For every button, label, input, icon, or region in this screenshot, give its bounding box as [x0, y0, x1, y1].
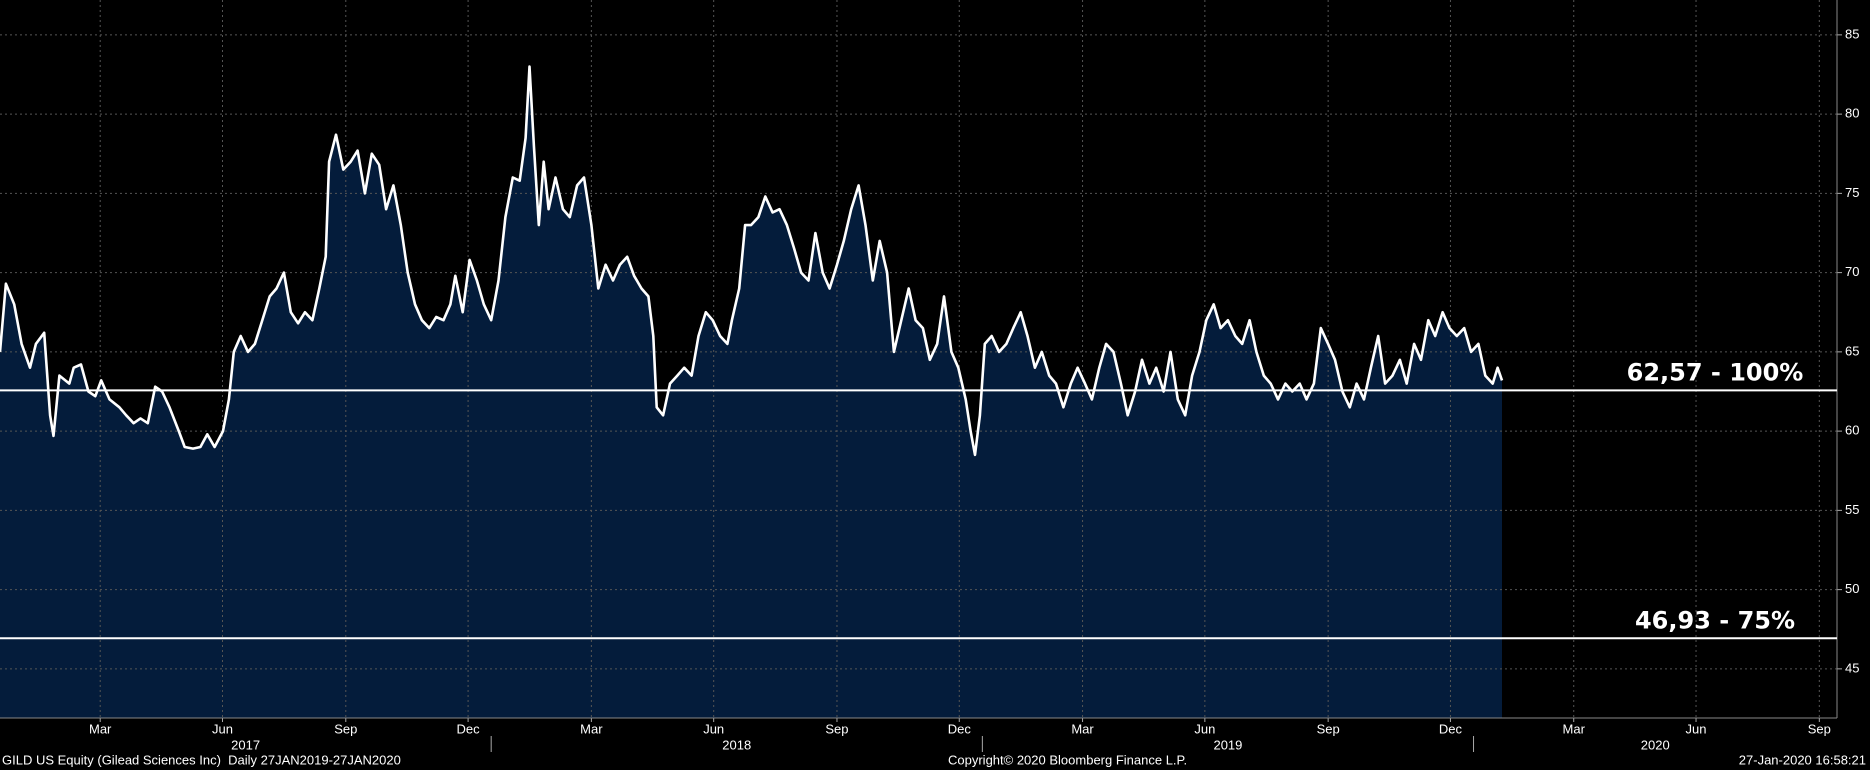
y-tick-label: 55	[1845, 502, 1859, 517]
x-tick-label: Jun	[1194, 721, 1215, 736]
y-tick-label: 60	[1845, 423, 1859, 438]
price-line	[0, 65, 1504, 457]
x-tick-label: Mar	[89, 721, 112, 736]
year-label: 2019	[1213, 737, 1242, 752]
x-tick-label: Sep	[825, 721, 848, 736]
y-tick-label: 50	[1845, 581, 1859, 596]
year-label: 2017	[231, 737, 260, 752]
x-tick-label: Dec	[1439, 721, 1463, 736]
x-tick-label: Jun	[212, 721, 233, 736]
x-tick-label: Mar	[580, 721, 603, 736]
area	[0, 66, 1502, 719]
x-tick-label: Dec	[948, 721, 972, 736]
x-tick-label: Jun	[703, 721, 724, 736]
y-tick-label: 80	[1845, 106, 1859, 121]
level-label: 46,93 - 75%	[1635, 606, 1795, 634]
y-tick-label: 65	[1845, 343, 1859, 358]
year-label: 2020	[1641, 737, 1670, 752]
y-tick-label: 75	[1845, 185, 1859, 200]
y-tick-label: 45	[1845, 660, 1859, 675]
year-label: 2018	[722, 737, 751, 752]
x-tick-label: Mar	[1563, 721, 1586, 736]
x-tick-label: Mar	[1071, 721, 1094, 736]
x-tick-label: Sep	[1808, 721, 1831, 736]
footer-left: GILD US Equity (Gilead Sciences Inc) Dai…	[2, 752, 401, 767]
x-tick-label: Dec	[457, 721, 481, 736]
y-tick-label: 70	[1845, 264, 1859, 279]
y-tick-label: 85	[1845, 26, 1859, 41]
x-tick-label: Sep	[1317, 721, 1340, 736]
footer-center: Copyright© 2020 Bloomberg Finance L.P.	[948, 752, 1187, 767]
x-tick-label: Jun	[1686, 721, 1707, 736]
x-tick-label: Sep	[334, 721, 357, 736]
level-label: 62,57 - 100%	[1627, 358, 1804, 386]
footer-right: 27-Jan-2020 16:58:21	[1739, 752, 1866, 767]
